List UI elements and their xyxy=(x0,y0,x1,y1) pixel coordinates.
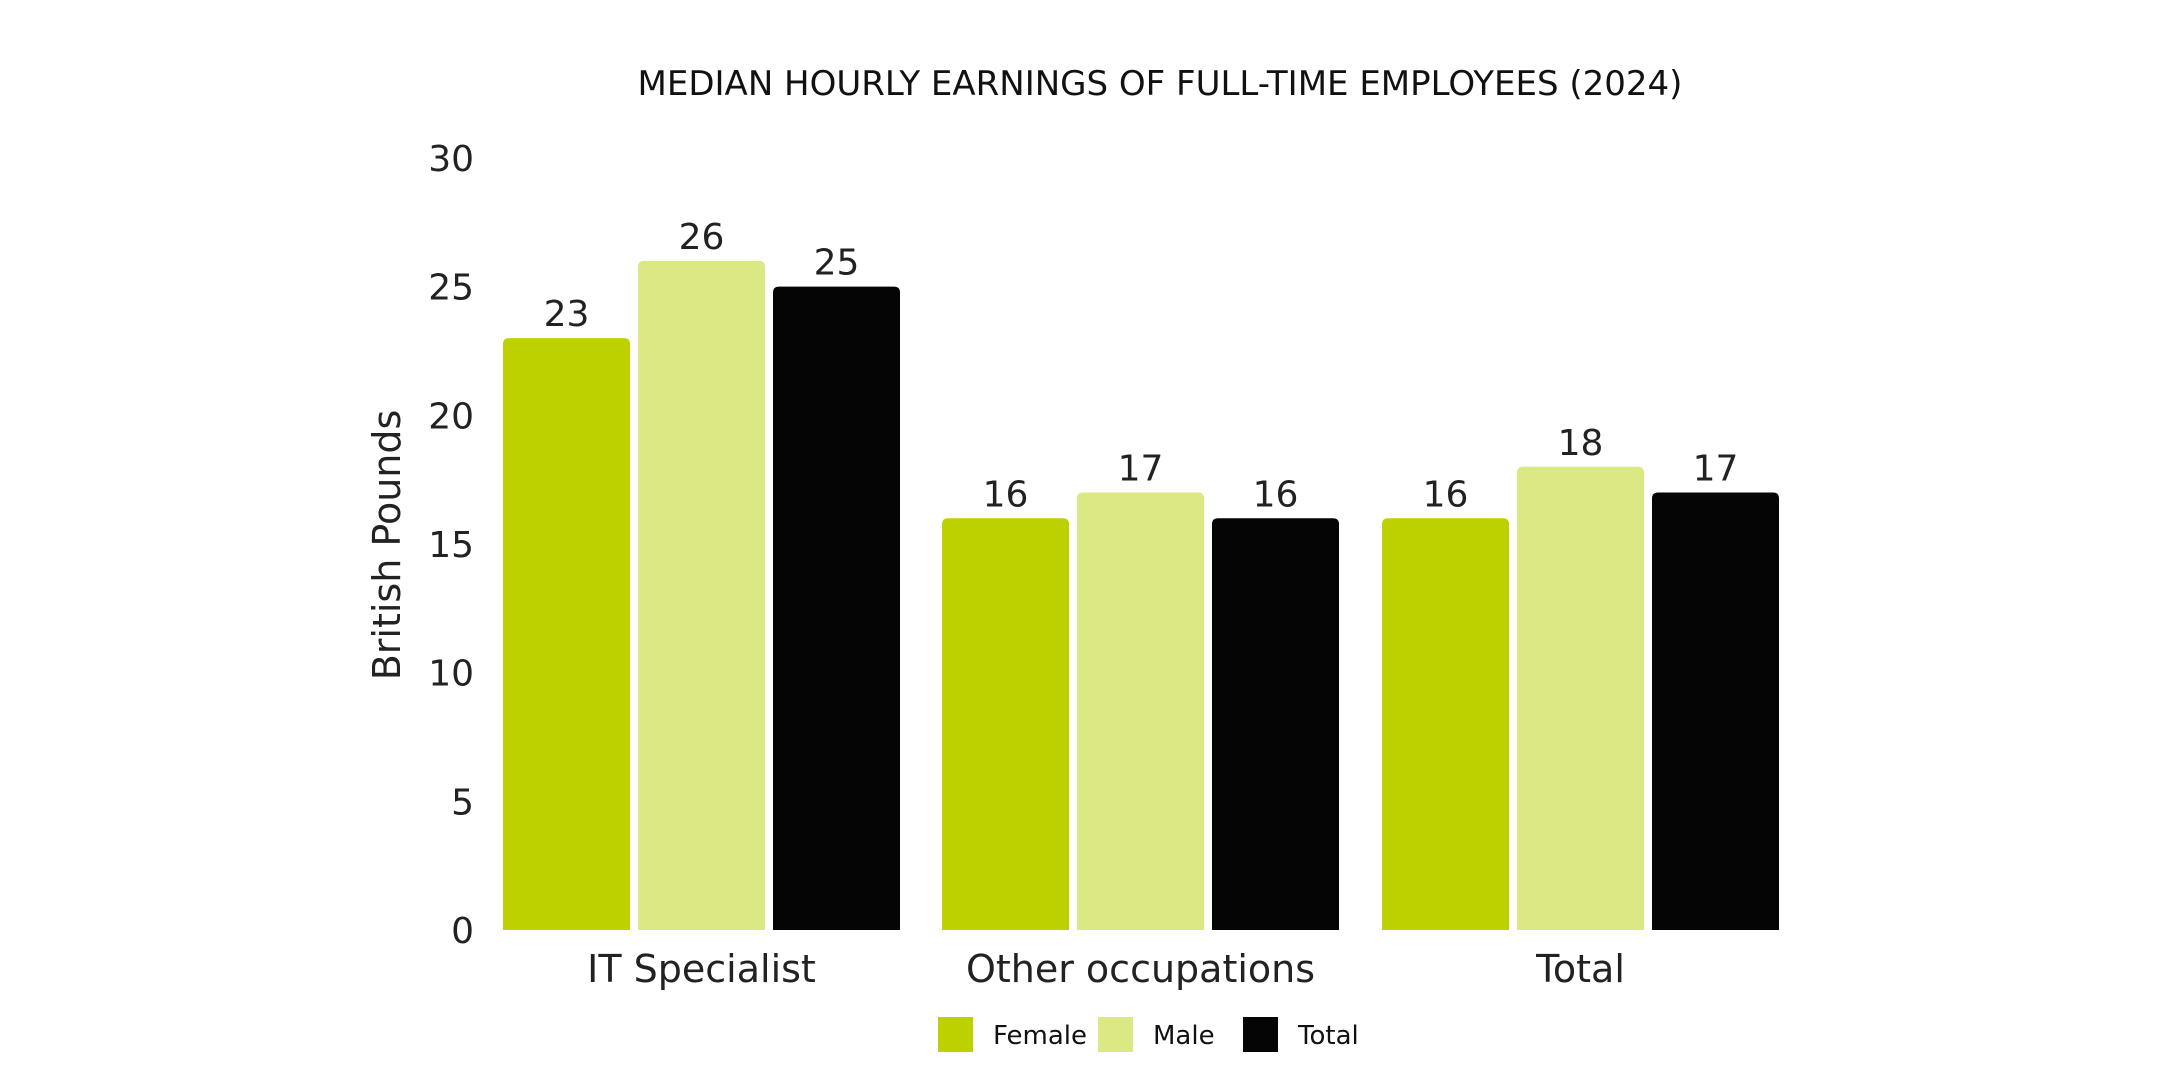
category-label-it-specialist: IT Specialist xyxy=(587,947,816,991)
y-tick-label-25: 25 xyxy=(428,268,474,309)
data-label-female-total: 16 xyxy=(1423,474,1469,515)
data-label-female-it-specialist: 23 xyxy=(544,294,590,335)
legend-swatch-total xyxy=(1243,1017,1278,1052)
legend-label-total: Total xyxy=(1297,1021,1359,1051)
y-tick-label-5: 5 xyxy=(451,782,474,823)
legend-swatch-female xyxy=(938,1017,973,1052)
bar-total-total xyxy=(1652,492,1779,930)
bar-male-other-occupations xyxy=(1077,492,1204,930)
legend-swatch-male xyxy=(1098,1017,1133,1052)
y-axis-ticks: 0 5 10 15 20 25 30 xyxy=(428,139,474,952)
data-label-total-other-occupations: 16 xyxy=(1253,474,1299,515)
y-axis-label: British Pounds xyxy=(365,410,409,681)
bar-female-it-specialist xyxy=(503,338,630,931)
data-label-total-total: 17 xyxy=(1693,449,1739,490)
y-tick-label-0: 0 xyxy=(451,911,474,952)
legend-label-male: Male xyxy=(1153,1021,1215,1051)
bar-total-it-specialist xyxy=(773,286,900,931)
y-tick-label-10: 10 xyxy=(428,654,474,695)
y-tick-label-15: 15 xyxy=(428,525,474,566)
data-label-male-total: 18 xyxy=(1558,423,1604,464)
category-label-total: Total xyxy=(1535,947,1625,991)
data-label-male-other-occupations: 17 xyxy=(1118,449,1164,490)
bar-female-other-occupations xyxy=(942,518,1069,930)
data-labels-group: 23 26 25 16 17 16 16 18 17 xyxy=(544,217,1739,515)
chart-title: MEDIAN HOURLY EARNINGS OF FULL-TIME EMPL… xyxy=(638,64,1683,104)
bars-group xyxy=(503,260,1779,931)
bar-total-other-occupations xyxy=(1212,518,1339,930)
x-axis-category-labels: IT Specialist Other occupations Total xyxy=(587,947,1625,991)
data-label-male-it-specialist: 26 xyxy=(679,217,725,258)
data-label-total-it-specialist: 25 xyxy=(814,243,860,284)
bar-female-total xyxy=(1382,518,1509,930)
y-tick-label-20: 20 xyxy=(428,396,474,437)
bar-male-it-specialist xyxy=(638,260,765,930)
legend: Female Male Total xyxy=(938,1017,1359,1052)
y-tick-label-30: 30 xyxy=(428,139,474,180)
bar-male-total xyxy=(1517,466,1644,930)
data-label-female-other-occupations: 16 xyxy=(983,474,1029,515)
category-label-other-occupations: Other occupations xyxy=(966,947,1315,991)
legend-label-female: Female xyxy=(993,1021,1087,1051)
